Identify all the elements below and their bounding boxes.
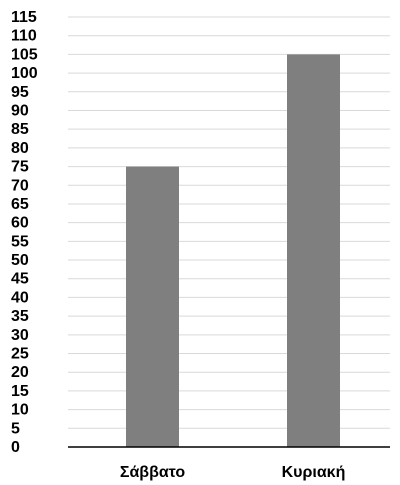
y-axis-tick-labels: 0510152025303540455055606570758085909510… xyxy=(11,9,38,456)
y-tick-label: 10 xyxy=(11,402,29,419)
y-tick-label: 85 xyxy=(11,121,29,138)
y-tick-label: 20 xyxy=(11,364,29,381)
bar-1 xyxy=(126,166,179,447)
x-category-label: Σάββατο xyxy=(120,464,186,481)
y-tick-label: 15 xyxy=(11,383,29,400)
y-tick-label: 95 xyxy=(11,84,29,101)
y-tick-label: 65 xyxy=(11,196,29,213)
y-tick-label: 45 xyxy=(11,271,29,288)
y-tick-label: 100 xyxy=(11,65,38,82)
y-tick-label: 0 xyxy=(11,439,20,456)
y-tick-label: 115 xyxy=(11,9,37,26)
y-tick-label: 90 xyxy=(11,102,29,119)
y-tick-label: 75 xyxy=(11,159,29,176)
y-tick-label: 50 xyxy=(11,252,29,269)
y-tick-label: 30 xyxy=(11,327,29,344)
bar-2 xyxy=(287,54,340,448)
y-tick-label: 5 xyxy=(11,420,20,437)
y-tick-label: 80 xyxy=(11,140,29,157)
y-tick-label: 105 xyxy=(11,46,38,63)
x-category-label: Κυριακή xyxy=(282,464,346,481)
y-tick-label: 25 xyxy=(11,346,29,363)
y-tick-label: 55 xyxy=(11,233,29,250)
y-tick-label: 60 xyxy=(11,215,29,232)
bars xyxy=(126,54,340,448)
x-axis-category-labels: Σάββατο Κυριακή xyxy=(120,464,346,481)
y-tick-label: 110 xyxy=(11,28,37,45)
y-tick-label: 35 xyxy=(11,308,29,325)
gridlines xyxy=(68,16,390,429)
y-tick-label: 70 xyxy=(11,177,29,194)
y-tick-label: 40 xyxy=(11,289,29,306)
